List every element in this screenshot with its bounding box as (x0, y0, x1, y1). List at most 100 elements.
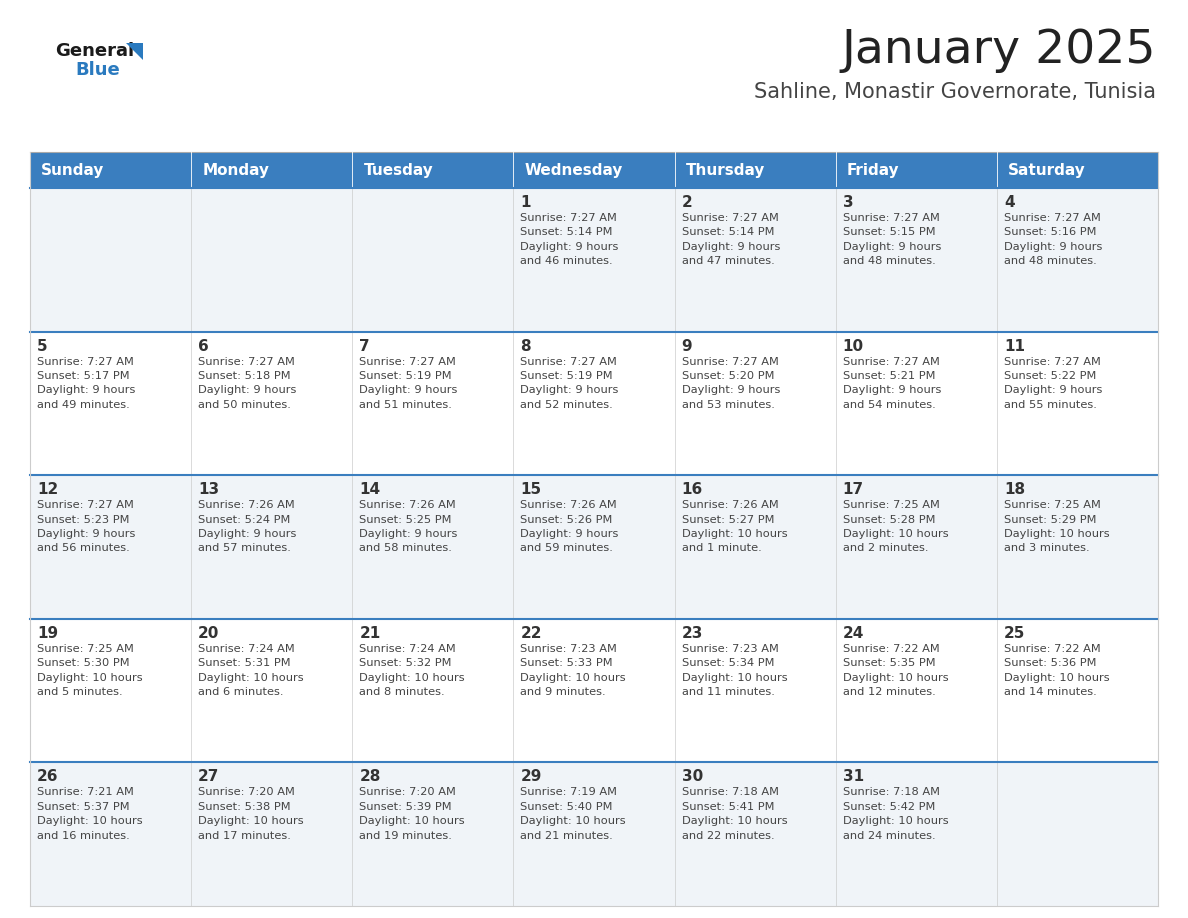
Bar (353, 152, 513, 188)
Bar (513, 763, 675, 906)
Text: Sunrise: 7:25 AM
Sunset: 5:29 PM
Daylight: 10 hours
and 3 minutes.: Sunrise: 7:25 AM Sunset: 5:29 PM Dayligh… (1004, 500, 1110, 554)
Text: 30: 30 (682, 769, 703, 784)
Text: Sunrise: 7:25 AM
Sunset: 5:30 PM
Daylight: 10 hours
and 5 minutes.: Sunrise: 7:25 AM Sunset: 5:30 PM Dayligh… (37, 644, 143, 697)
Text: Sunrise: 7:22 AM
Sunset: 5:36 PM
Daylight: 10 hours
and 14 minutes.: Sunrise: 7:22 AM Sunset: 5:36 PM Dayligh… (1004, 644, 1110, 697)
Text: Sunrise: 7:27 AM
Sunset: 5:18 PM
Daylight: 9 hours
and 50 minutes.: Sunrise: 7:27 AM Sunset: 5:18 PM Dayligh… (198, 356, 297, 409)
Text: 26: 26 (37, 769, 58, 784)
Text: 18: 18 (1004, 482, 1025, 498)
Bar (997, 763, 1158, 906)
Text: Sunrise: 7:27 AM
Sunset: 5:19 PM
Daylight: 9 hours
and 52 minutes.: Sunrise: 7:27 AM Sunset: 5:19 PM Dayligh… (520, 356, 619, 409)
Text: Sunrise: 7:19 AM
Sunset: 5:40 PM
Daylight: 10 hours
and 21 minutes.: Sunrise: 7:19 AM Sunset: 5:40 PM Dayligh… (520, 788, 626, 841)
Text: Sunrise: 7:21 AM
Sunset: 5:37 PM
Daylight: 10 hours
and 16 minutes.: Sunrise: 7:21 AM Sunset: 5:37 PM Dayligh… (37, 788, 143, 841)
Bar (30, 331, 191, 476)
Text: Sahline, Monastir Governorate, Tunisia: Sahline, Monastir Governorate, Tunisia (754, 82, 1156, 102)
Text: Sunrise: 7:22 AM
Sunset: 5:35 PM
Daylight: 10 hours
and 12 minutes.: Sunrise: 7:22 AM Sunset: 5:35 PM Dayligh… (842, 644, 948, 697)
Text: 19: 19 (37, 626, 58, 641)
Text: Sunrise: 7:27 AM
Sunset: 5:20 PM
Daylight: 9 hours
and 53 minutes.: Sunrise: 7:27 AM Sunset: 5:20 PM Dayligh… (682, 356, 781, 409)
Text: Sunrise: 7:18 AM
Sunset: 5:41 PM
Daylight: 10 hours
and 22 minutes.: Sunrise: 7:18 AM Sunset: 5:41 PM Dayligh… (682, 788, 788, 841)
Bar (675, 188, 835, 331)
Text: 10: 10 (842, 339, 864, 353)
Text: 1: 1 (520, 195, 531, 210)
Text: 22: 22 (520, 626, 542, 641)
Text: Sunrise: 7:26 AM
Sunset: 5:26 PM
Daylight: 9 hours
and 59 minutes.: Sunrise: 7:26 AM Sunset: 5:26 PM Dayligh… (520, 500, 619, 554)
Bar (675, 476, 835, 619)
Text: Sunrise: 7:20 AM
Sunset: 5:39 PM
Daylight: 10 hours
and 19 minutes.: Sunrise: 7:20 AM Sunset: 5:39 PM Dayligh… (359, 788, 465, 841)
Text: 14: 14 (359, 482, 380, 498)
Text: 8: 8 (520, 339, 531, 353)
Bar (835, 763, 997, 906)
Bar (353, 331, 513, 476)
Text: Wednesday: Wednesday (525, 162, 623, 177)
Bar (30, 763, 191, 906)
Text: Sunrise: 7:27 AM
Sunset: 5:21 PM
Daylight: 9 hours
and 54 minutes.: Sunrise: 7:27 AM Sunset: 5:21 PM Dayligh… (842, 356, 941, 409)
Text: Sunrise: 7:27 AM
Sunset: 5:15 PM
Daylight: 9 hours
and 48 minutes.: Sunrise: 7:27 AM Sunset: 5:15 PM Dayligh… (842, 213, 941, 266)
Text: 25: 25 (1004, 626, 1025, 641)
Text: 11: 11 (1004, 339, 1025, 353)
Bar (191, 476, 353, 619)
Text: 5: 5 (37, 339, 48, 353)
Bar (835, 152, 997, 188)
Text: Thursday: Thursday (685, 162, 765, 177)
Bar (353, 188, 513, 331)
Text: 2: 2 (682, 195, 693, 210)
Bar (191, 331, 353, 476)
Text: Sunrise: 7:23 AM
Sunset: 5:34 PM
Daylight: 10 hours
and 11 minutes.: Sunrise: 7:23 AM Sunset: 5:34 PM Dayligh… (682, 644, 788, 697)
Text: 13: 13 (198, 482, 220, 498)
Text: 23: 23 (682, 626, 703, 641)
Text: 31: 31 (842, 769, 864, 784)
Bar (353, 763, 513, 906)
Text: 27: 27 (198, 769, 220, 784)
Bar (997, 152, 1158, 188)
Text: 16: 16 (682, 482, 703, 498)
Text: 15: 15 (520, 482, 542, 498)
Text: 9: 9 (682, 339, 693, 353)
Bar (353, 619, 513, 763)
Bar (835, 476, 997, 619)
Text: Sunrise: 7:26 AM
Sunset: 5:27 PM
Daylight: 10 hours
and 1 minute.: Sunrise: 7:26 AM Sunset: 5:27 PM Dayligh… (682, 500, 788, 554)
Text: Sunrise: 7:27 AM
Sunset: 5:14 PM
Daylight: 9 hours
and 46 minutes.: Sunrise: 7:27 AM Sunset: 5:14 PM Dayligh… (520, 213, 619, 266)
Text: General: General (55, 42, 134, 60)
Text: Sunrise: 7:27 AM
Sunset: 5:19 PM
Daylight: 9 hours
and 51 minutes.: Sunrise: 7:27 AM Sunset: 5:19 PM Dayligh… (359, 356, 457, 409)
Text: 29: 29 (520, 769, 542, 784)
Text: 28: 28 (359, 769, 380, 784)
Text: Sunrise: 7:26 AM
Sunset: 5:24 PM
Daylight: 9 hours
and 57 minutes.: Sunrise: 7:26 AM Sunset: 5:24 PM Dayligh… (198, 500, 297, 554)
Text: Friday: Friday (847, 162, 899, 177)
Text: Sunrise: 7:27 AM
Sunset: 5:22 PM
Daylight: 9 hours
and 55 minutes.: Sunrise: 7:27 AM Sunset: 5:22 PM Dayligh… (1004, 356, 1102, 409)
Bar (997, 476, 1158, 619)
Bar (30, 476, 191, 619)
Text: 17: 17 (842, 482, 864, 498)
Text: Sunrise: 7:18 AM
Sunset: 5:42 PM
Daylight: 10 hours
and 24 minutes.: Sunrise: 7:18 AM Sunset: 5:42 PM Dayligh… (842, 788, 948, 841)
Bar (675, 619, 835, 763)
Bar (675, 152, 835, 188)
Text: Sunrise: 7:24 AM
Sunset: 5:31 PM
Daylight: 10 hours
and 6 minutes.: Sunrise: 7:24 AM Sunset: 5:31 PM Dayligh… (198, 644, 304, 697)
Bar (191, 619, 353, 763)
Bar (191, 763, 353, 906)
Bar (513, 476, 675, 619)
Text: Sunrise: 7:27 AM
Sunset: 5:14 PM
Daylight: 9 hours
and 47 minutes.: Sunrise: 7:27 AM Sunset: 5:14 PM Dayligh… (682, 213, 781, 266)
Bar (513, 188, 675, 331)
Text: Sunrise: 7:26 AM
Sunset: 5:25 PM
Daylight: 9 hours
and 58 minutes.: Sunrise: 7:26 AM Sunset: 5:25 PM Dayligh… (359, 500, 457, 554)
Bar (513, 331, 675, 476)
Bar (997, 619, 1158, 763)
Text: Sunrise: 7:23 AM
Sunset: 5:33 PM
Daylight: 10 hours
and 9 minutes.: Sunrise: 7:23 AM Sunset: 5:33 PM Dayligh… (520, 644, 626, 697)
Bar (675, 763, 835, 906)
Bar (835, 188, 997, 331)
Bar (997, 331, 1158, 476)
Bar (191, 188, 353, 331)
Polygon shape (126, 43, 143, 60)
Bar (353, 476, 513, 619)
Text: Sunrise: 7:25 AM
Sunset: 5:28 PM
Daylight: 10 hours
and 2 minutes.: Sunrise: 7:25 AM Sunset: 5:28 PM Dayligh… (842, 500, 948, 554)
Text: Monday: Monday (202, 162, 270, 177)
Bar (997, 188, 1158, 331)
Text: Sunrise: 7:27 AM
Sunset: 5:17 PM
Daylight: 9 hours
and 49 minutes.: Sunrise: 7:27 AM Sunset: 5:17 PM Dayligh… (37, 356, 135, 409)
Bar (513, 619, 675, 763)
Bar (835, 331, 997, 476)
Text: 20: 20 (198, 626, 220, 641)
Bar (513, 152, 675, 188)
Text: Saturday: Saturday (1009, 162, 1086, 177)
Bar (835, 619, 997, 763)
Text: 21: 21 (359, 626, 380, 641)
Text: 4: 4 (1004, 195, 1015, 210)
Text: Blue: Blue (75, 61, 120, 79)
Bar (191, 152, 353, 188)
